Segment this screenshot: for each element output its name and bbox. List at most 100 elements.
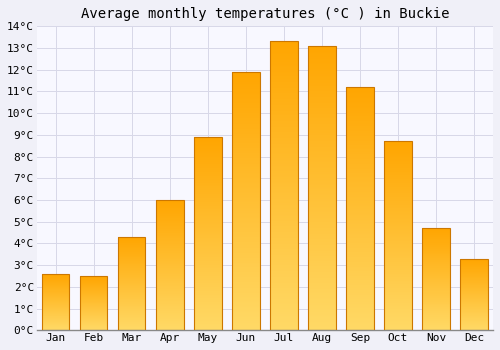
Bar: [194, 236, 222, 237]
Bar: [232, 324, 260, 325]
Bar: [232, 328, 260, 329]
Bar: [422, 311, 450, 312]
Bar: [194, 303, 222, 304]
Bar: [346, 99, 374, 100]
Bar: [270, 85, 297, 86]
Bar: [232, 192, 260, 193]
Bar: [194, 137, 222, 138]
Bar: [384, 160, 411, 161]
Bar: [232, 290, 260, 292]
Bar: [308, 292, 336, 293]
Bar: [232, 188, 260, 189]
Bar: [232, 214, 260, 215]
Bar: [194, 163, 222, 164]
Bar: [156, 329, 184, 330]
Bar: [270, 53, 297, 55]
Bar: [346, 186, 374, 187]
Bar: [118, 319, 146, 320]
Bar: [118, 311, 146, 312]
Bar: [194, 254, 222, 255]
Bar: [232, 289, 260, 290]
Bar: [308, 182, 336, 184]
Bar: [384, 323, 411, 324]
Bar: [346, 182, 374, 183]
Bar: [460, 287, 487, 288]
Bar: [384, 179, 411, 180]
Bar: [194, 221, 222, 222]
Bar: [232, 293, 260, 294]
Bar: [460, 284, 487, 285]
Bar: [270, 130, 297, 131]
Bar: [346, 262, 374, 264]
Bar: [270, 309, 297, 310]
Bar: [384, 189, 411, 190]
Bar: [270, 117, 297, 118]
Bar: [156, 252, 184, 253]
Bar: [156, 212, 184, 213]
Bar: [308, 116, 336, 117]
Bar: [194, 158, 222, 159]
Bar: [460, 267, 487, 268]
Bar: [232, 226, 260, 227]
Bar: [346, 148, 374, 149]
Bar: [346, 314, 374, 316]
Bar: [232, 306, 260, 307]
Bar: [232, 308, 260, 310]
Bar: [346, 302, 374, 303]
Bar: [384, 149, 411, 150]
Bar: [156, 275, 184, 276]
Bar: [460, 265, 487, 266]
Bar: [270, 310, 297, 312]
Bar: [308, 211, 336, 212]
Bar: [422, 261, 450, 262]
Bar: [118, 261, 146, 262]
Bar: [422, 233, 450, 234]
Bar: [308, 201, 336, 202]
Bar: [118, 317, 146, 318]
Bar: [194, 203, 222, 204]
Bar: [346, 273, 374, 274]
Bar: [194, 165, 222, 166]
Bar: [194, 249, 222, 250]
Bar: [460, 288, 487, 289]
Bar: [384, 319, 411, 320]
Bar: [232, 281, 260, 282]
Bar: [460, 261, 487, 262]
Bar: [422, 313, 450, 314]
Bar: [346, 249, 374, 250]
Bar: [384, 185, 411, 186]
Bar: [422, 268, 450, 269]
Bar: [270, 180, 297, 182]
Bar: [460, 282, 487, 283]
Bar: [384, 211, 411, 212]
Bar: [308, 64, 336, 66]
Bar: [270, 327, 297, 329]
Bar: [422, 315, 450, 316]
Bar: [156, 297, 184, 298]
Bar: [156, 324, 184, 325]
Bar: [232, 200, 260, 201]
Bar: [118, 290, 146, 291]
Bar: [156, 254, 184, 255]
Bar: [346, 171, 374, 172]
Bar: [460, 278, 487, 279]
Bar: [232, 307, 260, 308]
Bar: [156, 225, 184, 226]
Bar: [346, 127, 374, 128]
Bar: [232, 126, 260, 127]
Bar: [460, 260, 487, 261]
Bar: [194, 191, 222, 192]
Bar: [308, 101, 336, 103]
Bar: [308, 199, 336, 201]
Bar: [232, 271, 260, 272]
Bar: [232, 320, 260, 321]
Bar: [384, 234, 411, 235]
Bar: [270, 326, 297, 327]
Bar: [270, 254, 297, 255]
Bar: [270, 251, 297, 252]
Bar: [232, 162, 260, 163]
Bar: [346, 139, 374, 141]
Bar: [194, 177, 222, 178]
Bar: [194, 267, 222, 268]
Bar: [156, 241, 184, 242]
